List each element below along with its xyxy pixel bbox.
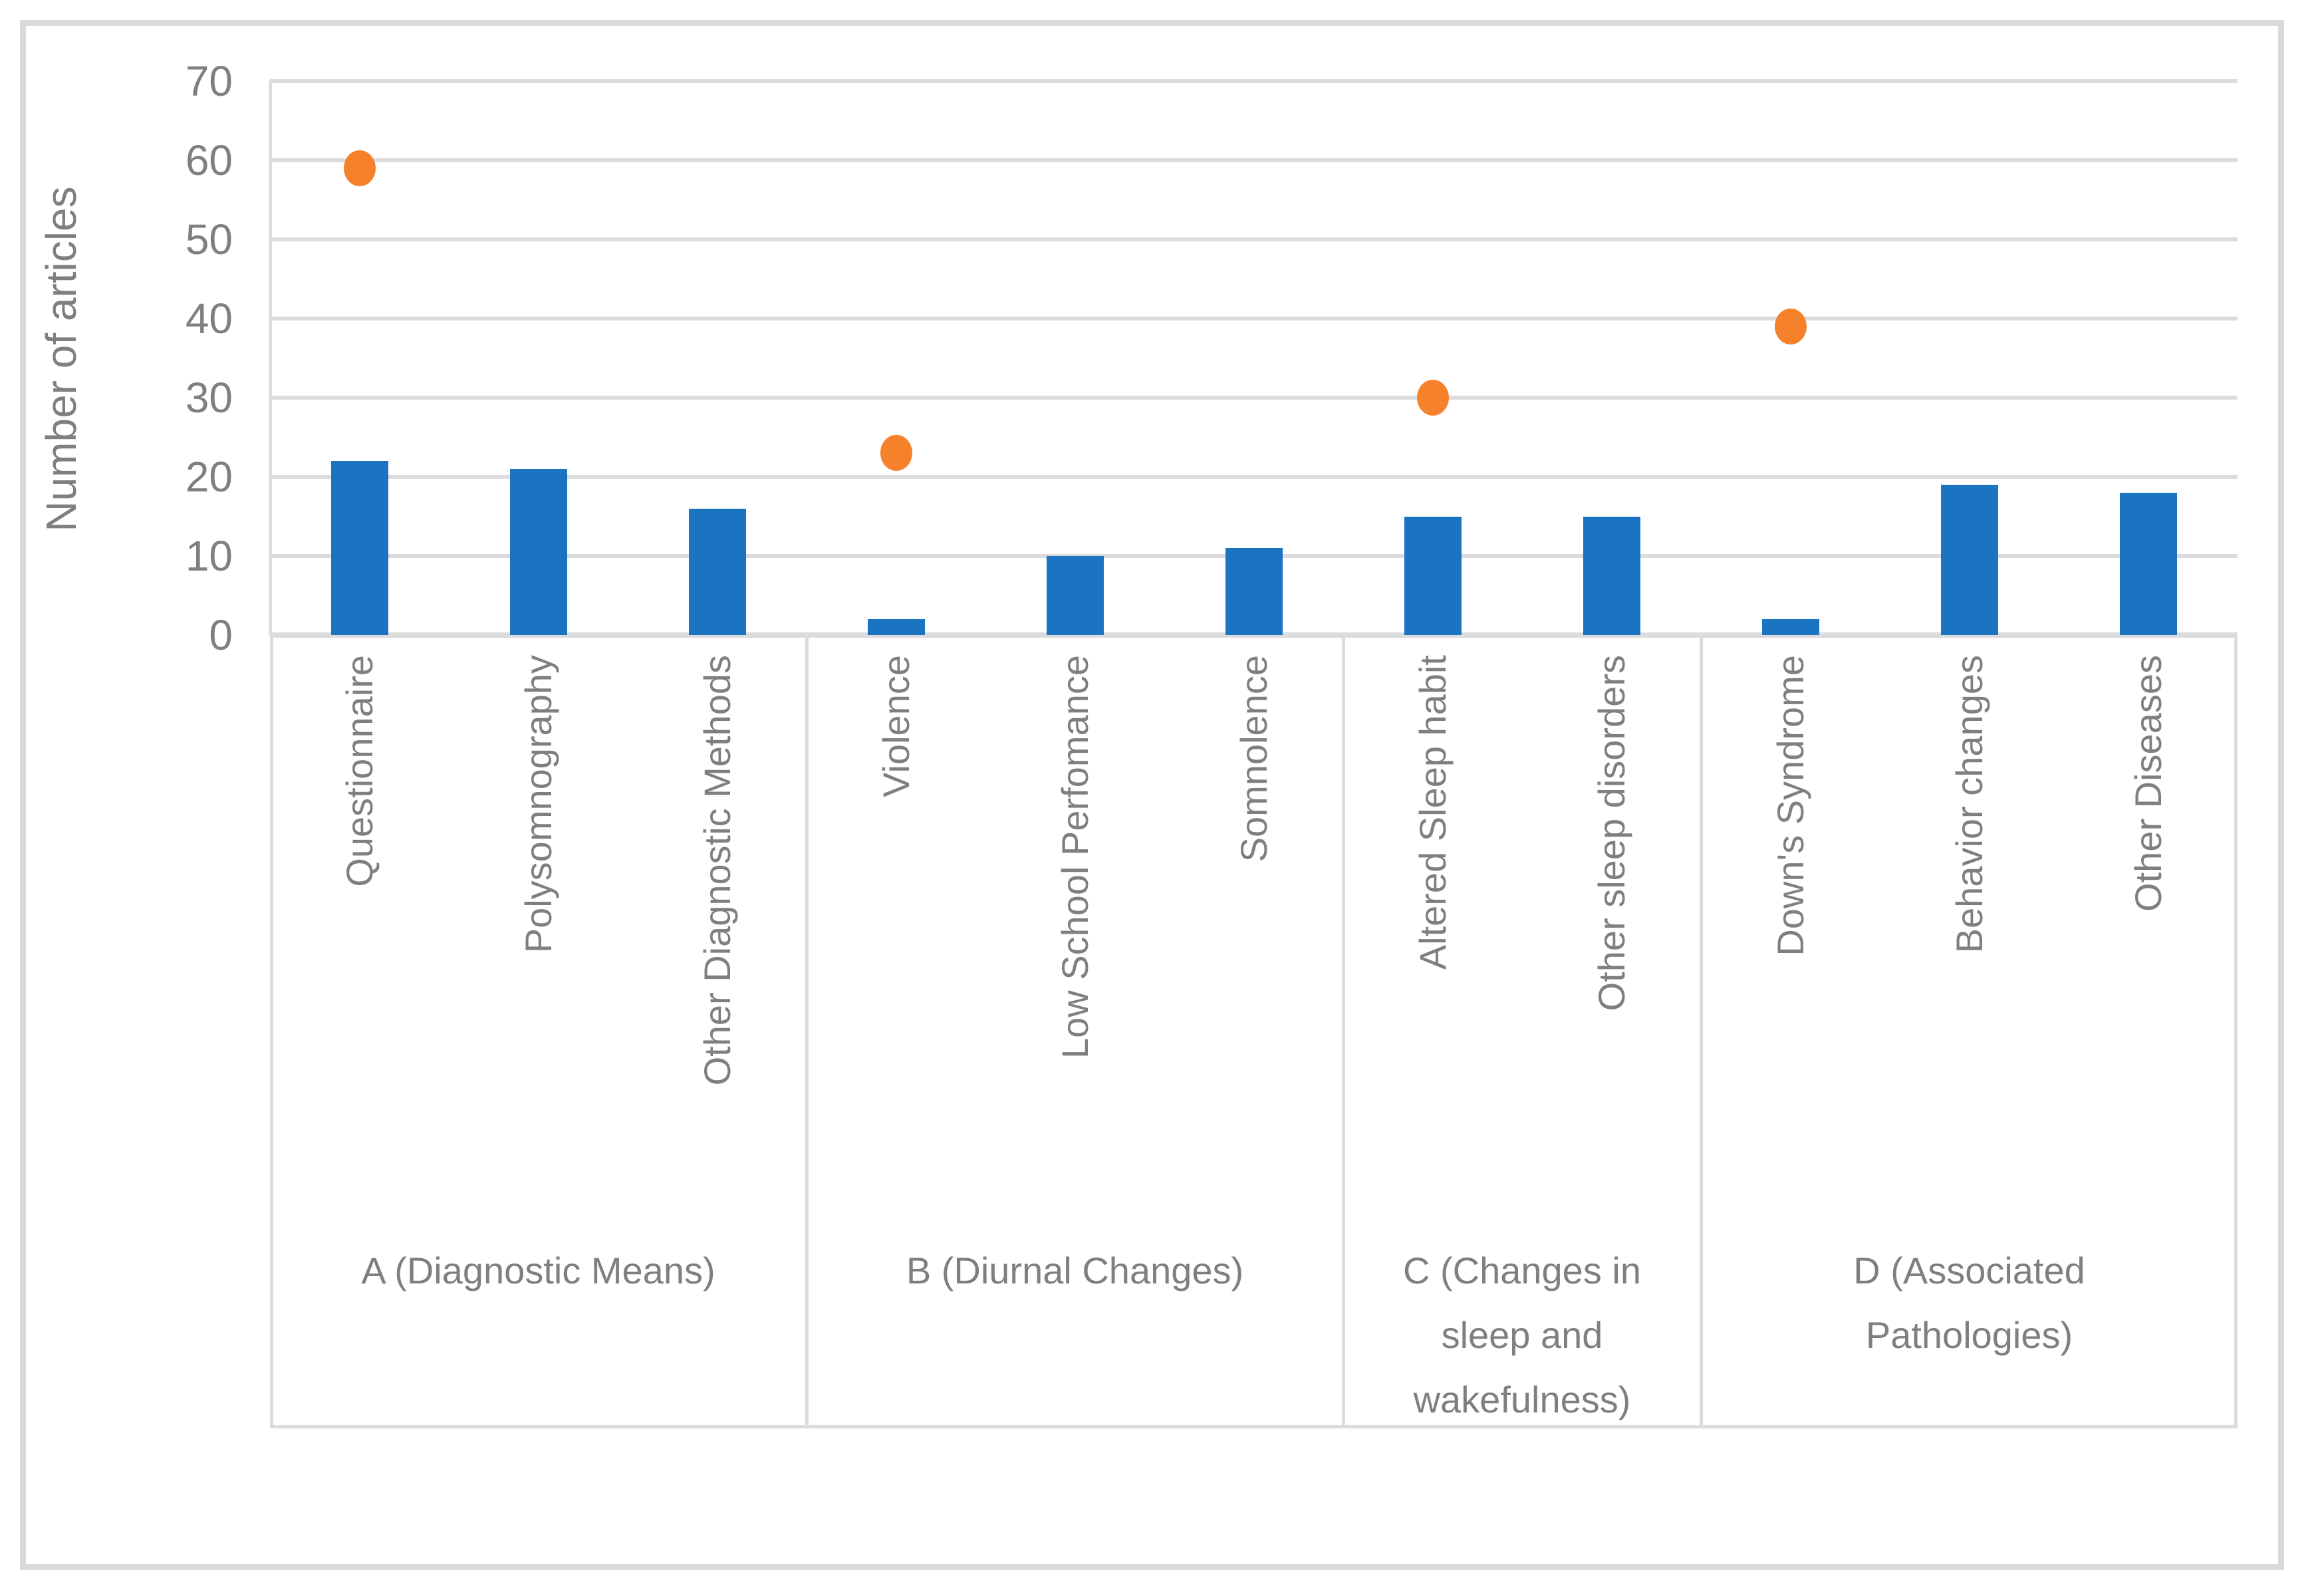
group-divider-1 <box>805 635 809 1425</box>
y-tick-label-10: 10 <box>185 532 233 580</box>
legend: Articles that emphatisized Total terms i… <box>0 1466 2310 1539</box>
scatter-dot-down-s-syndrome <box>1774 308 1807 344</box>
scatter-dot-altered-sleep-habit <box>1416 380 1449 416</box>
category-label-violence: Violence <box>874 655 917 797</box>
scatter-dot-violence <box>880 435 912 471</box>
category-label-other-diagnostic-methods: Other Diagnostic Methods <box>696 655 738 1086</box>
y-tick-label-30: 30 <box>185 374 233 422</box>
bar-low-school-perfomance <box>1046 556 1104 635</box>
group-label-3: D (Associated Pathologies) <box>1701 1238 2238 1367</box>
category-label-other-sleep-disorders: Other sleep disorders <box>1590 655 1632 1011</box>
group-divider-2 <box>1342 635 1345 1425</box>
chart-outer-frame <box>20 20 2284 1570</box>
y-axis-line <box>269 81 272 635</box>
gridline-y-0 <box>270 632 2238 638</box>
scatter-dot-questionnaire <box>343 150 376 186</box>
bar-down-s-syndrome <box>1761 619 1819 635</box>
group-label-line: C (Changes in <box>1403 1250 1641 1291</box>
bar-other-diseases <box>2119 492 2177 635</box>
category-label-down-s-syndrome: Down's Syndrome <box>1769 655 1811 956</box>
category-label-other-diseases: Other Diseases <box>2126 655 2169 912</box>
y-tick-label-20: 20 <box>185 453 233 501</box>
gridline-y-30 <box>270 396 2238 400</box>
category-label-somnolence: Somnolence <box>1232 655 1275 863</box>
group-divider-right <box>2234 635 2238 1425</box>
group-label-line: A (Diagnostic Means) <box>361 1250 715 1291</box>
bar-questionnaire <box>330 461 388 635</box>
gridline-y-70 <box>270 79 2238 83</box>
group-divider-0 <box>270 635 273 1425</box>
gridline-y-40 <box>270 317 2238 321</box>
bar-other-sleep-disorders <box>1583 516 1640 635</box>
group-label-line: Pathologies) <box>1865 1314 2073 1356</box>
bar-somnolence <box>1225 548 1283 635</box>
y-tick-label-70: 70 <box>185 57 233 105</box>
category-label-questionnaire: Questionnaire <box>338 655 380 887</box>
group-label-line: wakefulness) <box>1413 1379 1631 1420</box>
bar-other-diagnostic-methods <box>688 508 746 635</box>
y-tick-label-40: 40 <box>185 295 233 342</box>
bar-behavior-changes <box>1940 484 1998 635</box>
gridline-y-60 <box>270 158 2238 162</box>
bar-altered-sleep-habit <box>1404 516 1462 635</box>
category-label-low-school-perfomance: Low School Perfomance <box>1053 655 1096 1059</box>
y-tick-label-50: 50 <box>185 215 233 263</box>
group-label-2: C (Changes in sleep and wakefulness) <box>1343 1238 1701 1432</box>
category-label-behavior-changes: Behavior changes <box>1948 655 1990 954</box>
bar-violence <box>867 619 925 635</box>
category-group-area: A (Diagnostic Means) B (Diurnal Changes) C… <box>270 635 2238 1428</box>
gridline-y-50 <box>270 237 2238 241</box>
category-label-polysomnography: Polysomnography <box>517 655 559 954</box>
bar-polysomnography <box>509 469 567 635</box>
category-label-altered-sleep-habit: Altered Sleep habit <box>1411 655 1454 970</box>
group-label-1: B (Diurnal Changes) <box>807 1238 1343 1303</box>
y-tick-label-0: 0 <box>209 611 233 659</box>
group-label-line: D (Associated <box>1853 1250 2085 1291</box>
group-label-0: A (Diagnostic Means) <box>270 1238 807 1303</box>
group-divider-3 <box>1700 635 1703 1425</box>
group-label-line: sleep and <box>1441 1314 1603 1356</box>
gridline-y-20 <box>270 475 2238 479</box>
y-tick-label-60: 60 <box>185 136 233 184</box>
y-axis-title: Number of articles <box>37 186 85 532</box>
group-label-line: B (Diurnal Changes) <box>906 1250 1244 1291</box>
